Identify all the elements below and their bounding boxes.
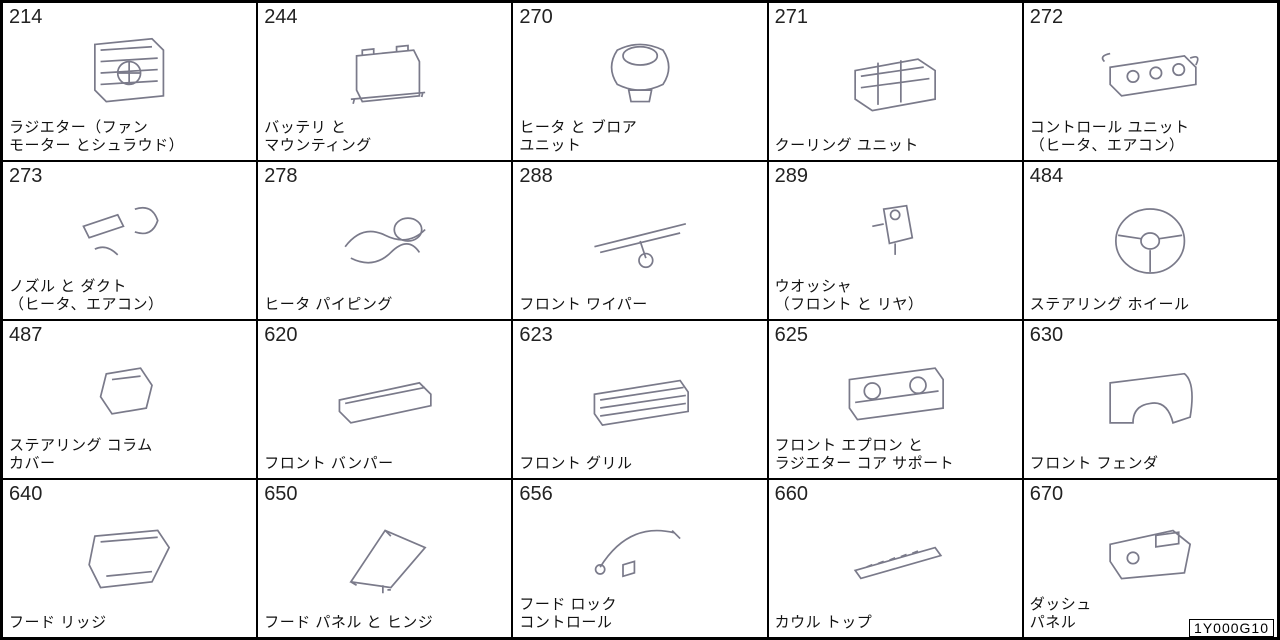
part-label: フロント ワイパー [519, 296, 760, 315]
part-label: フード ロック コントロール [519, 596, 760, 634]
part-cell-620[interactable]: 620 フロント バンパー [257, 320, 512, 479]
part-cell-487[interactable]: 487 ステアリング コラム カバー [2, 320, 257, 479]
part-label: ヒータ パイピング [264, 296, 505, 315]
part-cell-484[interactable]: 484 ステアリング ホイール [1023, 161, 1278, 320]
part-number: 244 [264, 7, 505, 27]
hood-ridge-icon [9, 504, 250, 614]
steering-icon [1030, 186, 1271, 296]
piping-icon [264, 186, 505, 296]
cowl-icon [775, 504, 1016, 614]
part-number: 273 [9, 166, 250, 186]
part-label: フード リッジ [9, 614, 250, 633]
part-number: 484 [1030, 166, 1271, 186]
fender-icon [1030, 345, 1271, 455]
part-label: フード パネル と ヒンジ [264, 614, 505, 633]
part-number: 620 [264, 325, 505, 345]
bumper-icon [264, 345, 505, 455]
part-cell-214[interactable]: 214 ラジエター（ファン モーター とシュラウド） [2, 2, 257, 161]
part-label: フロント グリル [519, 455, 760, 474]
column-cover-icon [9, 345, 250, 437]
grille-icon [519, 345, 760, 455]
part-number: 272 [1030, 7, 1271, 27]
hood-lock-icon [519, 504, 760, 596]
part-cell-650[interactable]: 650 フード パネル と ヒンジ [257, 479, 512, 638]
part-cell-630[interactable]: 630 フロント フェンダ [1023, 320, 1278, 479]
control-unit-icon [1030, 27, 1271, 119]
dash-icon [1030, 504, 1271, 596]
part-cell-670[interactable]: 670ダッシュ パネル [1023, 479, 1278, 638]
part-number: 289 [775, 166, 1016, 186]
part-cell-270[interactable]: 270 ヒータ と ブロア ユニット [512, 2, 767, 161]
part-label: カウル トップ [775, 614, 1016, 633]
part-label: ウオッシャ （フロント と リヤ） [775, 278, 1016, 316]
part-number: 625 [775, 325, 1016, 345]
part-number: 656 [519, 484, 760, 504]
part-label: フロント バンパー [264, 455, 505, 474]
cooling-icon [775, 27, 1016, 137]
blower-icon [519, 27, 760, 119]
part-label: ヒータ と ブロア ユニット [519, 119, 760, 157]
part-label: ステアリング ホイール [1030, 296, 1271, 315]
part-cell-244[interactable]: 244 バッテリ と マウンティング [257, 2, 512, 161]
part-number: 487 [9, 325, 250, 345]
part-number: 630 [1030, 325, 1271, 345]
radiator-icon [9, 27, 250, 119]
part-label: ラジエター（ファン モーター とシュラウド） [9, 119, 250, 157]
part-cell-273[interactable]: 273 ノズル と ダクト （ヒータ、エアコン） [2, 161, 257, 320]
part-label: コントロール ユニット （ヒータ、エアコン） [1030, 119, 1271, 157]
part-number: 271 [775, 7, 1016, 27]
apron-icon [775, 345, 1016, 437]
part-cell-272[interactable]: 272 コントロール ユニット （ヒータ、エアコン） [1023, 2, 1278, 161]
part-cell-660[interactable]: 660 カウル トップ [768, 479, 1023, 638]
part-cell-656[interactable]: 656 フード ロック コントロール [512, 479, 767, 638]
part-number: 623 [519, 325, 760, 345]
part-cell-623[interactable]: 623 フロント グリル [512, 320, 767, 479]
part-number: 650 [264, 484, 505, 504]
part-cell-625[interactable]: 625 フロント エプロン と ラジエター コア サポート [768, 320, 1023, 479]
parts-grid: 214 ラジエター（ファン モーター とシュラウド） 244 バッテリ と マウンティ… [0, 0, 1280, 640]
ducts-icon [9, 186, 250, 278]
part-number: 660 [775, 484, 1016, 504]
part-label: ステアリング コラム カバー [9, 437, 250, 475]
part-number: 670 [1030, 484, 1271, 504]
part-number: 640 [9, 484, 250, 504]
part-cell-271[interactable]: 271 クーリング ユニット [768, 2, 1023, 161]
diagram-tag: 1Y000G10 [1189, 619, 1274, 637]
part-cell-640[interactable]: 640 フード リッジ [2, 479, 257, 638]
part-number: 288 [519, 166, 760, 186]
part-number: 270 [519, 7, 760, 27]
part-label: クーリング ユニット [775, 137, 1016, 156]
part-cell-288[interactable]: 288 フロント ワイパー [512, 161, 767, 320]
hood-panel-icon [264, 504, 505, 614]
part-number: 278 [264, 166, 505, 186]
wiper-icon [519, 186, 760, 296]
part-label: バッテリ と マウンティング [264, 119, 505, 157]
part-number: 214 [9, 7, 250, 27]
washer-icon [775, 186, 1016, 278]
part-cell-289[interactable]: 289 ウオッシャ （フロント と リヤ） [768, 161, 1023, 320]
part-label: フロント フェンダ [1030, 455, 1271, 474]
part-label: フロント エプロン と ラジエター コア サポート [775, 437, 1016, 475]
battery-icon [264, 27, 505, 119]
part-label: ノズル と ダクト （ヒータ、エアコン） [9, 278, 250, 316]
part-cell-278[interactable]: 278 ヒータ パイピング [257, 161, 512, 320]
